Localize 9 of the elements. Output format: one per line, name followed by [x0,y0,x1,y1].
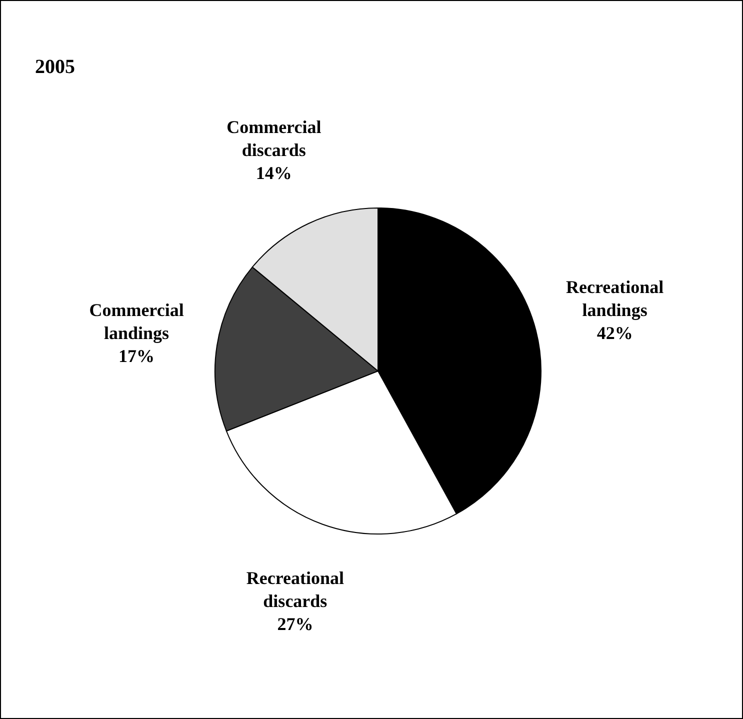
data-label: 14% [256,162,292,183]
data-label: 42% [596,323,633,344]
slice-label: Commercial landings [89,300,184,343]
slice-label: Recreational discards [246,568,344,612]
chart-title: 2005 [35,56,75,78]
data-label: 27% [277,614,314,634]
slice-label: Commercial discards [226,116,322,160]
data-label: 17% [118,346,155,366]
slice-label: Recreational landings [566,277,664,320]
